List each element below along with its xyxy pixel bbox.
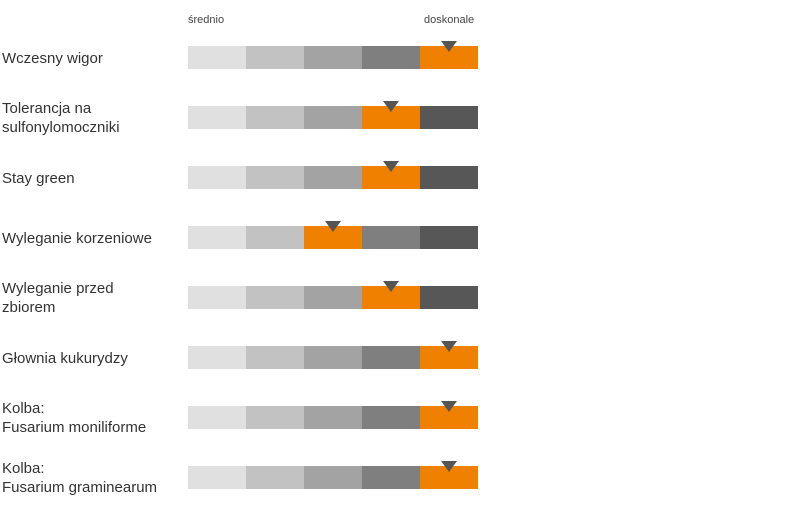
rating-bar bbox=[188, 106, 478, 129]
trait-label: Wyleganie korzeniowe bbox=[2, 229, 152, 247]
rating-bar bbox=[188, 226, 478, 249]
rating-bar bbox=[188, 46, 478, 69]
rating-segment bbox=[420, 406, 478, 429]
scale-low-label: średnio bbox=[188, 14, 225, 26]
rating-segment bbox=[246, 286, 304, 309]
rating-segment bbox=[304, 106, 362, 129]
rating-segment bbox=[304, 286, 362, 309]
trait-row: Głownia kukurydzy bbox=[0, 334, 800, 394]
rating-segment bbox=[304, 406, 362, 429]
rating-segment bbox=[420, 166, 478, 189]
rating-segment bbox=[420, 226, 478, 249]
rating-segment bbox=[304, 466, 362, 489]
trait-row: Kolba: Fusarium moniliforme bbox=[0, 394, 800, 454]
rating-segment bbox=[362, 46, 420, 69]
trait-label: Kolba: Fusarium moniliforme bbox=[2, 400, 147, 436]
rating-segment bbox=[188, 286, 246, 309]
rating-segment bbox=[420, 346, 478, 369]
rating-segment bbox=[188, 106, 246, 129]
rating-marker bbox=[325, 221, 341, 232]
rating-segment bbox=[246, 346, 304, 369]
rating-marker bbox=[441, 341, 457, 352]
rating-segment bbox=[362, 106, 420, 129]
rating-segment bbox=[362, 226, 420, 249]
rating-segment bbox=[362, 346, 420, 369]
rating-segment bbox=[188, 346, 246, 369]
rating-segment bbox=[246, 46, 304, 69]
rating-segment bbox=[304, 46, 362, 69]
trait-label: Stay green bbox=[2, 169, 75, 187]
rating-segment bbox=[420, 286, 478, 309]
rating-segment bbox=[304, 346, 362, 369]
rating-marker bbox=[383, 281, 399, 292]
trait-row: Stay green bbox=[0, 154, 800, 214]
rating-segment bbox=[304, 166, 362, 189]
trait-row: Wyleganie korzeniowe bbox=[0, 214, 800, 274]
rating-bar bbox=[188, 346, 478, 369]
rating-segment bbox=[188, 166, 246, 189]
trait-row: Wyleganie przed zbiorem bbox=[0, 274, 800, 334]
trait-row: Kolba: Fusarium graminearum bbox=[0, 454, 800, 514]
rating-segment bbox=[420, 466, 478, 489]
rating-marker bbox=[441, 41, 457, 52]
rating-segment bbox=[246, 106, 304, 129]
rating-marker bbox=[441, 401, 457, 412]
trait-row: Tolerancja na sulfonylomoczniki bbox=[0, 94, 800, 154]
rating-segment bbox=[188, 46, 246, 69]
rating-segment bbox=[246, 406, 304, 429]
rating-bar bbox=[188, 466, 478, 489]
rating-segment bbox=[188, 406, 246, 429]
rating-segment bbox=[246, 466, 304, 489]
rating-segment bbox=[362, 166, 420, 189]
rating-bar bbox=[188, 166, 478, 189]
rating-marker bbox=[383, 101, 399, 112]
rating-segment bbox=[420, 46, 478, 69]
trait-label: Tolerancja na sulfonylomoczniki bbox=[2, 100, 120, 136]
rating-segment bbox=[246, 226, 304, 249]
rating-marker bbox=[441, 461, 457, 472]
rating-bar bbox=[188, 286, 478, 309]
rating-segment bbox=[246, 166, 304, 189]
scale-high-label: doskonale bbox=[424, 14, 475, 26]
rating-segment bbox=[188, 226, 246, 249]
rating-segment bbox=[304, 226, 362, 249]
trait-label: Głownia kukurydzy bbox=[2, 349, 128, 367]
rating-segment bbox=[188, 466, 246, 489]
rating-bar bbox=[188, 406, 478, 429]
trait-label: Kolba: Fusarium graminearum bbox=[2, 460, 158, 496]
rating-marker bbox=[383, 161, 399, 172]
rating-segment bbox=[420, 106, 478, 129]
rating-segment bbox=[362, 286, 420, 309]
rating-segment bbox=[362, 466, 420, 489]
trait-row: Wczesny wigor bbox=[0, 34, 800, 94]
trait-label: Wczesny wigor bbox=[2, 49, 103, 67]
rating-segment bbox=[362, 406, 420, 429]
trait-label: Wyleganie przed zbiorem bbox=[2, 280, 114, 316]
